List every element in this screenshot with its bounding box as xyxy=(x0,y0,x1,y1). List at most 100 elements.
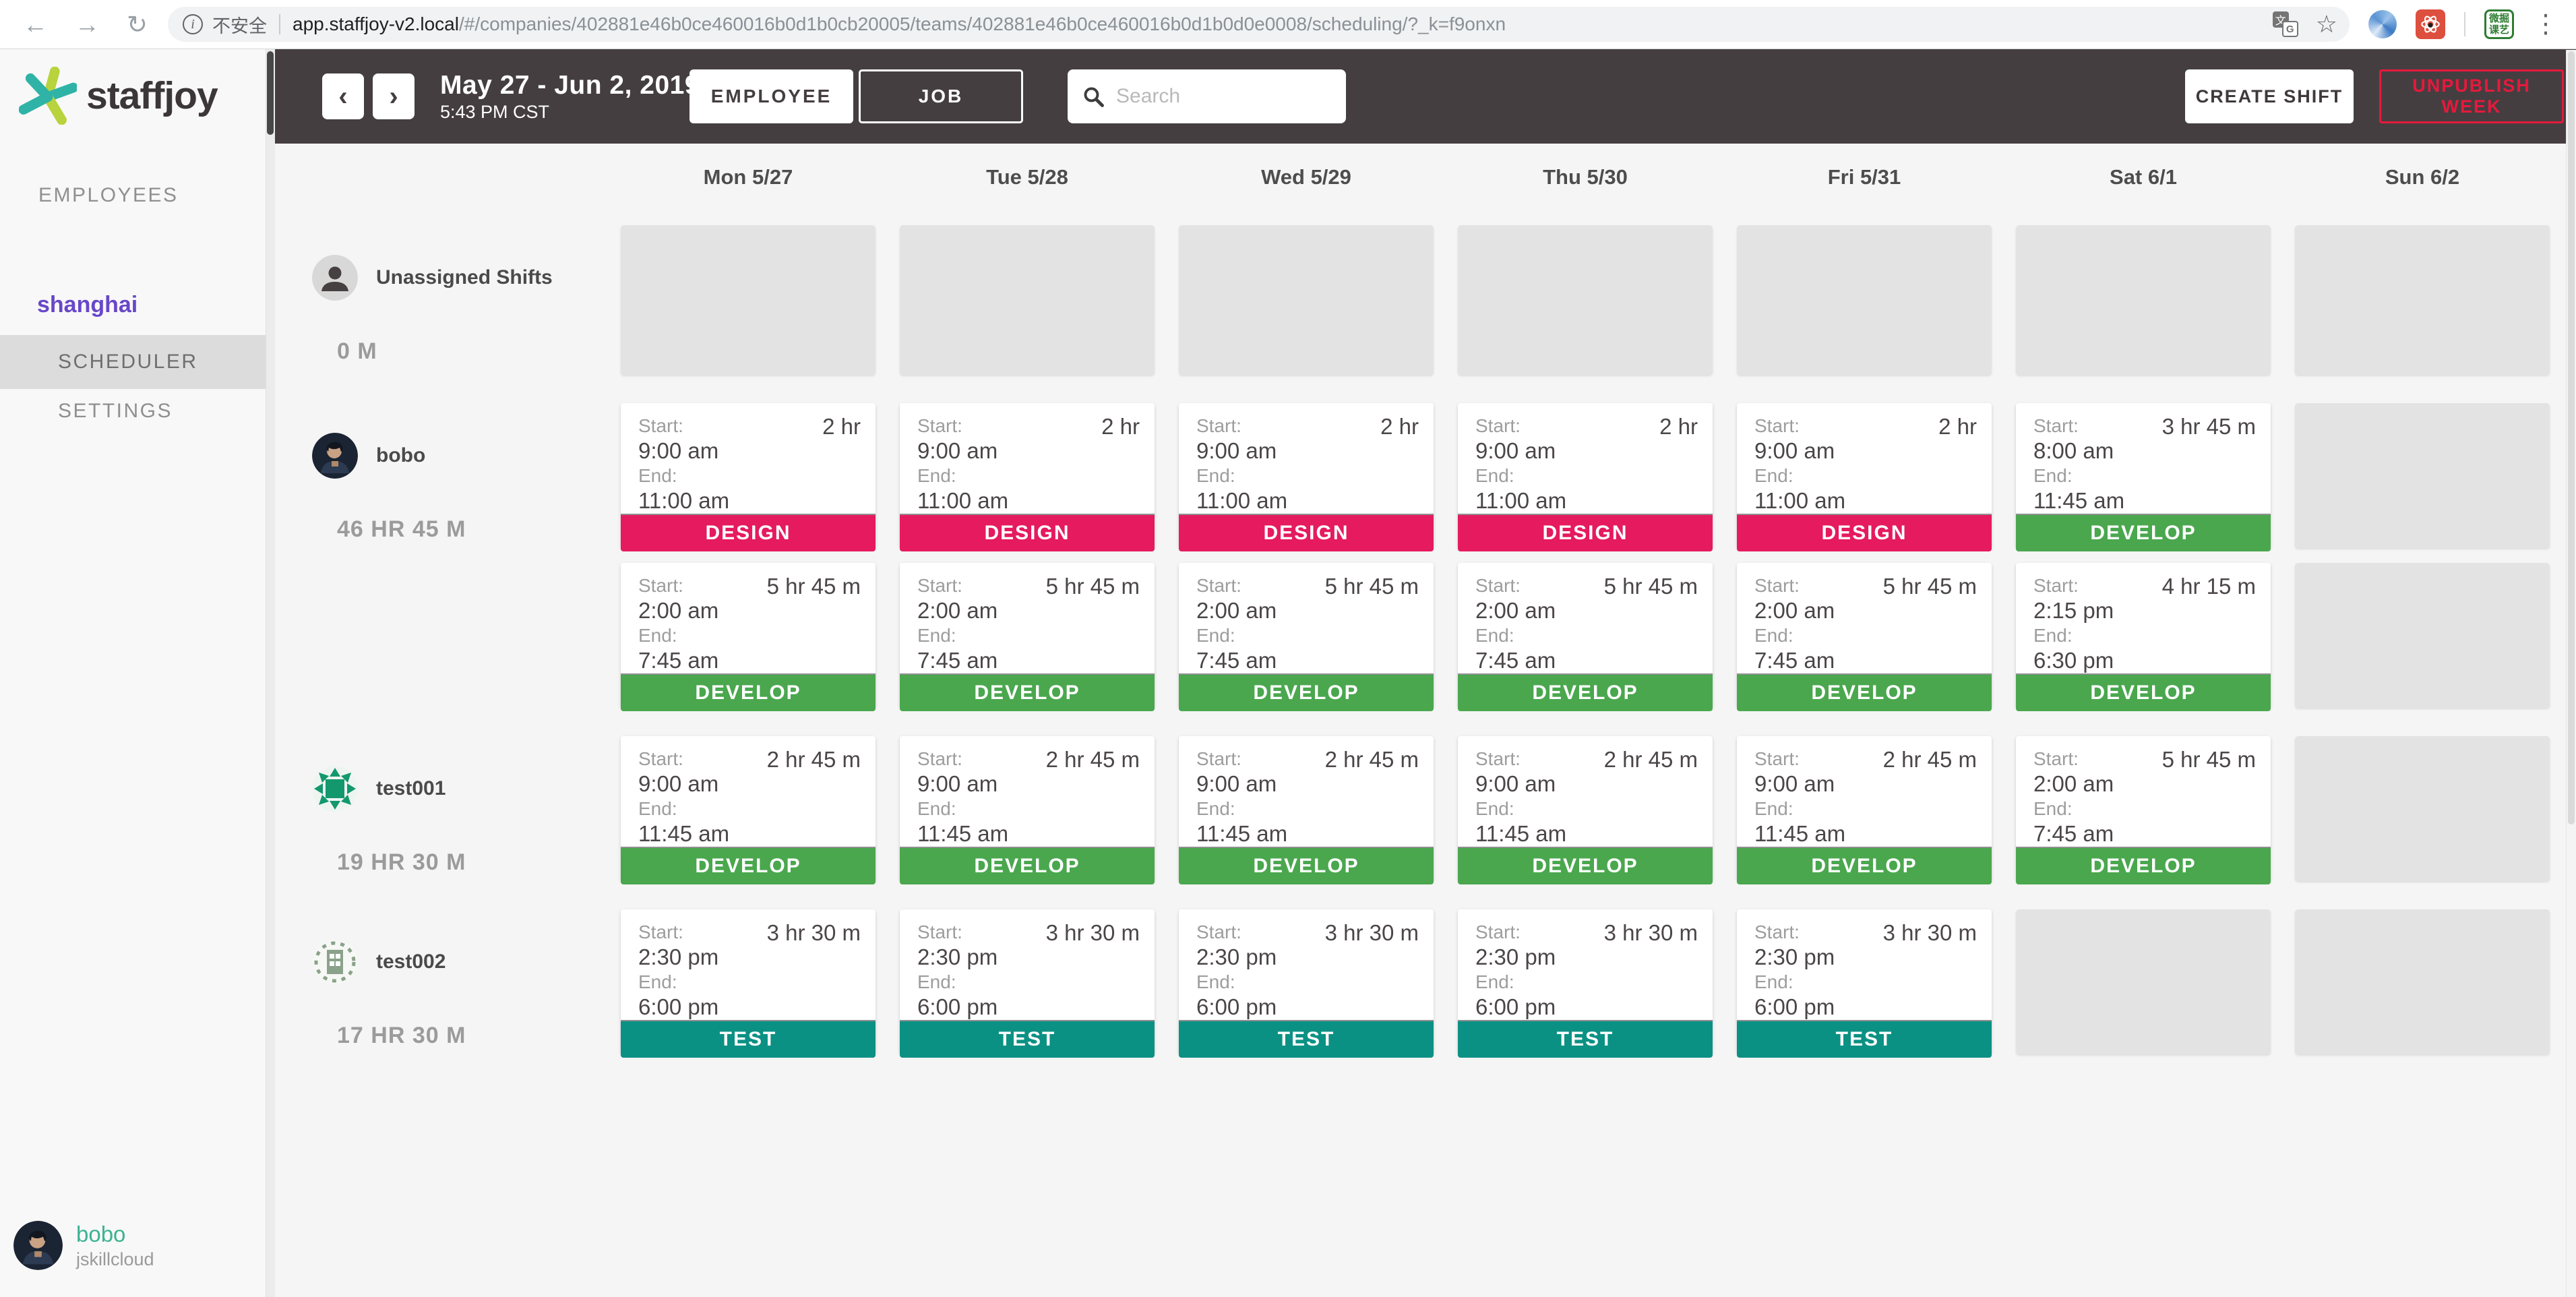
reload-icon[interactable]: ↻ xyxy=(127,10,148,38)
shift-start-time: 9:00 am xyxy=(917,771,998,796)
shift-card[interactable]: Start: 2:00 am End: 7:45 am 5 hr 45 m DEVELOP xyxy=(1737,563,1992,711)
search-box[interactable] xyxy=(1068,69,1346,123)
shift-duration: 2 hr xyxy=(1380,414,1419,439)
browser-menu-icon[interactable]: ⋮ xyxy=(2533,10,2558,38)
empty-shift-slot xyxy=(2295,403,2550,548)
shift-card-body: Start: 9:00 am End: 11:00 am 2 hr xyxy=(1737,403,1992,514)
shift-end-time: 11:45 am xyxy=(917,821,1009,846)
shift-card[interactable]: Start: 9:00 am End: 11:00 am 2 hr DESIGN xyxy=(900,403,1155,551)
shift-card[interactable]: Start: 9:00 am End: 11:00 am 2 hr DESIGN xyxy=(1737,403,1992,551)
shift-card[interactable]: Start: 9:00 am End: 11:00 am 2 hr DESIGN xyxy=(1179,403,1434,551)
search-input[interactable] xyxy=(1116,85,1334,108)
green-extension-icon[interactable]: 微掘课艺 xyxy=(2484,9,2514,39)
red-extension-icon[interactable] xyxy=(2416,9,2445,39)
next-week-button[interactable]: › xyxy=(373,73,415,119)
sidebar-item-employees[interactable]: EMPLOYEES xyxy=(38,184,179,206)
shift-card[interactable]: Start: 2:00 am End: 7:45 am 5 hr 45 m DEVELOP xyxy=(900,563,1155,711)
main-area: ‹ › May 27 - Jun 2, 2019 5:43 PM CST EMP… xyxy=(275,49,2576,1297)
shift-card[interactable]: Start: 2:00 am End: 7:45 am 5 hr 45 m DEVELOP xyxy=(1179,563,1434,711)
shift-job-label: DEVELOP xyxy=(1179,673,1434,711)
scheduler-topbar: ‹ › May 27 - Jun 2, 2019 5:43 PM CST EMP… xyxy=(275,49,2576,144)
shift-end-label: End: xyxy=(638,971,677,992)
sidebar-scrollbar-thumb[interactable] xyxy=(267,51,274,135)
shift-end-time: 6:30 pm xyxy=(2033,648,2114,673)
shift-card[interactable]: Start: 2:00 am End: 7:45 am 5 hr 45 m DEVELOP xyxy=(1458,563,1713,711)
day-header-label: Wed 5/29 xyxy=(1261,165,1351,189)
employee-view-toggle[interactable]: EMPLOYEE xyxy=(689,69,853,123)
url-bar[interactable]: i 不安全 app.staffjoy-v2.local /#/companies… xyxy=(168,7,2350,42)
shift-card-body: Start: 2:00 am End: 7:45 am 5 hr 45 m xyxy=(1179,563,1434,673)
page-scrollbar-thumb[interactable] xyxy=(2568,51,2575,824)
shift-job-label: DEVELOP xyxy=(2016,847,2271,884)
shift-card[interactable]: Start: 2:15 pm End: 6:30 pm 4 hr 15 m DEVELOP xyxy=(2016,563,2271,711)
shift-duration: 4 hr 15 m xyxy=(2161,574,2256,599)
shift-card[interactable]: Start: 9:00 am End: 11:45 am 2 hr 45 m DEVELO… xyxy=(900,736,1155,884)
shift-card[interactable]: Start: 9:00 am End: 11:45 am 2 hr 45 m DEVELO… xyxy=(1179,736,1434,884)
bookmark-star-icon[interactable]: ☆ xyxy=(2315,10,2337,38)
shift-end-time: 11:00 am xyxy=(638,488,730,513)
shift-card-body: Start: 2:00 am End: 7:45 am 5 hr 45 m xyxy=(2016,736,2271,847)
job-view-toggle[interactable]: JOB xyxy=(859,69,1023,123)
shift-start-label: Start: xyxy=(1196,748,1241,769)
shift-card-body: Start: 2:30 pm End: 6:00 pm 3 hr 30 m xyxy=(900,909,1155,1020)
shift-card[interactable]: Start: 2:00 am End: 7:45 am 5 hr 45 m DEVELOP xyxy=(621,563,876,711)
day-header-label: Thu 5/30 xyxy=(1543,165,1628,189)
day-header-spacer xyxy=(275,165,596,211)
empty-shift-slot xyxy=(1179,225,1434,375)
current-time-label: 5:43 PM CST xyxy=(440,101,550,122)
user-avatar xyxy=(13,1221,63,1270)
url-path: /#/companies/402881e46b0ce460016b0d1b0cb… xyxy=(458,13,1506,34)
user-name: bobo xyxy=(76,1221,126,1246)
schedule-row: Unassigned Shifts 0 M xyxy=(275,225,2576,375)
shift-card[interactable]: Start: 2:00 am End: 7:45 am 5 hr 45 m DEVELOP xyxy=(2016,736,2271,884)
create-shift-button[interactable]: CREATE SHIFT xyxy=(2185,69,2354,123)
shift-end-label: End: xyxy=(1475,625,1514,646)
unpublish-week-button[interactable]: UNPUBLISH WEEK xyxy=(2379,69,2564,123)
shift-start-label: Start: xyxy=(2033,575,2079,596)
current-user[interactable]: bobo jskillcloud xyxy=(13,1221,154,1270)
shift-duration: 3 hr 30 m xyxy=(1603,920,1698,945)
shift-card[interactable]: Start: 9:00 am End: 11:00 am 2 hr DESIGN xyxy=(1458,403,1713,551)
shift-end-label: End: xyxy=(917,798,956,819)
translate-icon-front: G xyxy=(2281,21,2298,37)
shift-card-body: Start: 9:00 am End: 11:00 am 2 hr xyxy=(900,403,1155,514)
extension-divider xyxy=(2464,12,2465,36)
sidebar-item-settings[interactable]: SETTINGS xyxy=(58,400,173,422)
shift-duration: 5 hr 45 m xyxy=(1045,574,1140,599)
shift-end-time: 6:00 pm xyxy=(1196,994,1277,1019)
empty-shift-slot xyxy=(2295,736,2550,881)
prev-week-button[interactable]: ‹ xyxy=(322,73,364,119)
shift-start-time: 9:00 am xyxy=(1754,438,1835,463)
staffjoy-logo[interactable]: staffjoy xyxy=(0,49,275,125)
sidebar: staffjoy EMPLOYEES shanghai SCHEDULER SE… xyxy=(0,49,275,1297)
shift-card[interactable]: Start: 2:30 pm End: 6:00 pm 3 hr 30 m TEST xyxy=(1179,909,1434,1058)
forward-icon[interactable]: → xyxy=(75,10,100,38)
row-hours-total: 46 HR 45 M xyxy=(337,516,466,542)
shift-card[interactable]: Start: 9:00 am End: 11:45 am 2 hr 45 m DEVELO… xyxy=(1737,736,1992,884)
sidebar-scrollbar[interactable] xyxy=(266,49,275,1297)
shift-card[interactable]: Start: 2:30 pm End: 6:00 pm 3 hr 30 m TEST xyxy=(1737,909,1992,1058)
shift-start-time: 9:00 am xyxy=(917,438,998,463)
shift-card-body: Start: 2:30 pm End: 6:00 pm 3 hr 30 m xyxy=(1737,909,1992,1020)
shift-start-label: Start: xyxy=(2033,415,2079,436)
shift-card[interactable]: Start: 2:30 pm End: 6:00 pm 3 hr 30 m TEST xyxy=(900,909,1155,1058)
shift-card[interactable]: Start: 9:00 am End: 11:45 am 2 hr 45 m DEVELO… xyxy=(1458,736,1713,884)
shift-card[interactable]: Start: 9:00 am End: 11:00 am 2 hr DESIGN xyxy=(621,403,876,551)
info-icon[interactable]: i xyxy=(183,14,204,34)
schedule-row: bobo 46 HR 45 M Start: 9:00 am End: 11:00 am 2… xyxy=(275,403,2576,711)
sidebar-team-name[interactable]: shanghai xyxy=(37,292,138,318)
back-icon[interactable]: ← xyxy=(23,10,48,38)
blue-extension-icon[interactable] xyxy=(2368,10,2397,38)
shift-card-body: Start: 9:00 am End: 11:45 am 2 hr 45 m xyxy=(621,736,876,847)
shift-card[interactable]: Start: 2:30 pm End: 6:00 pm 3 hr 30 m TEST xyxy=(621,909,876,1058)
shift-duration: 3 hr 30 m xyxy=(1882,920,1977,945)
shift-card[interactable]: Start: 9:00 am End: 11:45 am 2 hr 45 m DEVELO… xyxy=(621,736,876,884)
week-range-label: May 27 - Jun 2, 2019 xyxy=(440,70,700,100)
sidebar-item-scheduler[interactable]: SCHEDULER xyxy=(0,335,275,389)
shift-card[interactable]: Start: 2:30 pm End: 6:00 pm 3 hr 30 m TEST xyxy=(1458,909,1713,1058)
shift-card-body: Start: 2:00 am End: 7:45 am 5 hr 45 m xyxy=(621,563,876,673)
page-scrollbar[interactable] xyxy=(2566,50,2576,1297)
search-icon xyxy=(1084,87,1104,107)
translate-icon[interactable]: 文 G xyxy=(2272,11,2298,37)
shift-card[interactable]: Start: 8:00 am End: 11:45 am 3 hr 45 m DEVELO… xyxy=(2016,403,2271,551)
